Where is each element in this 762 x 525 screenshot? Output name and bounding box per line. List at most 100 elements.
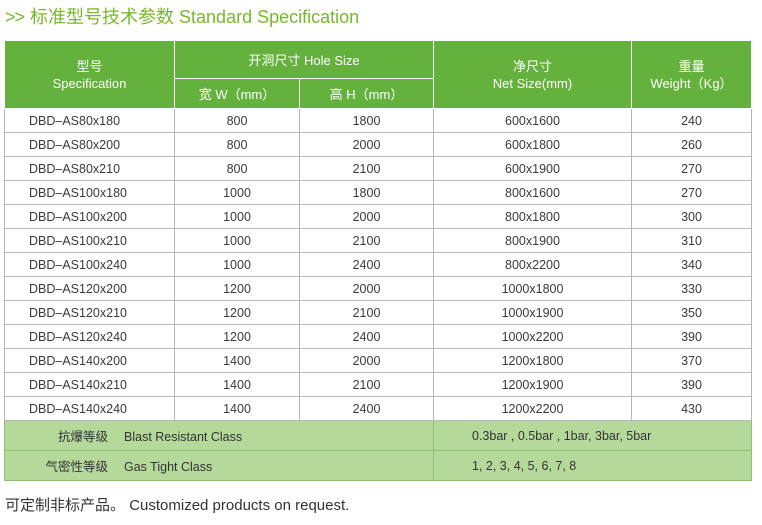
cell-width: 1200	[174, 276, 300, 301]
header-weight-en: Weight（Kg）	[650, 75, 733, 91]
cell-model: DBD–AS80x200	[4, 132, 175, 157]
cell-height: 2100	[299, 372, 434, 397]
cell-width: 1200	[174, 324, 300, 349]
header-net-cn: 净尺寸	[512, 58, 552, 74]
header-row-1: 型号 Specification 开洞尺寸 Hole Size 净尺寸 Net …	[4, 40, 752, 109]
cell-height: 2000	[299, 204, 434, 229]
header-net-size: 净尺寸 Net Size(mm)	[433, 40, 632, 109]
header-model-cn: 型号	[76, 58, 103, 74]
blast-class-label: 抗爆等级 Blast Resistant Class	[4, 420, 434, 451]
header-model: 型号 Specification	[4, 40, 175, 109]
custom-note-en: Customized products on request.	[129, 497, 350, 514]
gas-tight-class-label-en: Gas Tight Class	[124, 460, 213, 474]
table-row: DBD–AS140x200 1400 2000 1200x1800 370	[4, 348, 752, 373]
table-row: DBD–AS100x200 1000 2000 800x1800 300	[4, 204, 752, 229]
cell-height: 2100	[299, 300, 434, 325]
table-row: DBD–AS120x210 1200 2100 1000x1900 350	[4, 300, 752, 325]
cell-model: DBD–AS140x210	[4, 372, 175, 397]
cell-weight: 270	[631, 180, 752, 205]
cell-net-size: 600x1600	[433, 108, 632, 133]
header-row-2: 宽 W（mm） 高 H（mm）	[5, 78, 752, 109]
cell-height: 2400	[299, 252, 434, 277]
cell-net-size: 1000x1800	[433, 276, 632, 301]
cell-weight: 390	[631, 324, 752, 349]
page-title: >> 标准型号技术参数 Standard Specification	[5, 4, 359, 30]
cell-weight: 370	[631, 348, 752, 373]
header-model-en: Specification	[52, 75, 127, 91]
table-row: DBD–AS120x240 1200 2400 1000x2200 390	[4, 324, 752, 349]
cell-weight: 270	[631, 156, 752, 181]
cell-model: DBD–AS100x210	[4, 228, 175, 253]
cell-net-size: 800x2200	[433, 252, 632, 277]
cell-height: 2000	[299, 132, 434, 157]
cell-height: 2000	[299, 276, 434, 301]
cell-net-size: 1000x2200	[433, 324, 632, 349]
table-row: DBD–AS100x180 1000 1800 800x1600 270	[4, 180, 752, 205]
header-height: 高 H（mm）	[299, 78, 434, 109]
cell-model: DBD–AS140x240	[4, 396, 175, 421]
cell-weight: 350	[631, 300, 752, 325]
blast-class-value: 0.3bar , 0.5bar , 1bar, 3bar, 5bar	[433, 420, 752, 451]
title-arrows: >>	[5, 7, 25, 27]
table-row: DBD–AS80x210 800 2100 600x1900 270	[4, 156, 752, 181]
table-row: DBD–AS80x180 800 1800 600x1600 240	[4, 108, 752, 133]
cell-model: DBD–AS100x180	[4, 180, 175, 205]
header-width: 宽 W（mm）	[174, 78, 300, 109]
cell-model: DBD–AS120x210	[4, 300, 175, 325]
cell-weight: 260	[631, 132, 752, 157]
cell-model: DBD–AS140x200	[4, 348, 175, 373]
cell-height: 2100	[299, 228, 434, 253]
cell-model: DBD–AS80x180	[4, 108, 175, 133]
header-hole-size: 开洞尺寸 Hole Size	[174, 40, 434, 79]
cell-height: 1800	[299, 180, 434, 205]
cell-weight: 300	[631, 204, 752, 229]
cell-net-size: 600x1900	[433, 156, 632, 181]
header-weight: 重量 Weight（Kg）	[631, 40, 752, 109]
cell-width: 1200	[174, 300, 300, 325]
cell-height: 2100	[299, 156, 434, 181]
cell-net-size: 800x1600	[433, 180, 632, 205]
header-weight-cn: 重量	[678, 58, 705, 74]
cell-width: 1000	[174, 228, 300, 253]
cell-model: DBD–AS120x240	[4, 324, 175, 349]
cell-width: 800	[174, 108, 300, 133]
table-row: DBD–AS140x210 1400 2100 1200x1900 390	[4, 372, 752, 397]
cell-width: 800	[174, 156, 300, 181]
cell-model: DBD–AS100x200	[4, 204, 175, 229]
cell-width: 1000	[174, 204, 300, 229]
cell-weight: 430	[631, 396, 752, 421]
specification-table: 型号 Specification 开洞尺寸 Hole Size 净尺寸 Net …	[4, 40, 752, 481]
cell-width: 1400	[174, 372, 300, 397]
table-row: DBD–AS100x240 1000 2400 800x2200 340	[4, 252, 752, 277]
title-text: 标准型号技术参数 Standard Specification	[30, 7, 360, 27]
cell-width: 1400	[174, 348, 300, 373]
cell-height: 2000	[299, 348, 434, 373]
gas-tight-class-label-cn: 气密性等级	[45, 460, 108, 474]
gas-tight-class-value: 1, 2, 3, 4, 5, 6, 7, 8	[433, 450, 752, 481]
cell-width: 1000	[174, 252, 300, 277]
cell-net-size: 1000x1900	[433, 300, 632, 325]
cell-model: DBD–AS120x200	[4, 276, 175, 301]
cell-net-size: 1200x2200	[433, 396, 632, 421]
table-row: DBD–AS140x240 1400 2400 1200x2200 430	[4, 396, 752, 421]
blast-class-label-en: Blast Resistant Class	[124, 430, 243, 444]
header-net-en: Net Size(mm)	[492, 75, 573, 91]
cell-net-size: 1200x1900	[433, 372, 632, 397]
cell-net-size: 800x1800	[433, 204, 632, 229]
cell-net-size: 600x1800	[433, 132, 632, 157]
table-row: DBD–AS120x200 1200 2000 1000x1800 330	[4, 276, 752, 301]
cell-weight: 340	[631, 252, 752, 277]
cell-net-size: 800x1900	[433, 228, 632, 253]
blast-class-label-cn: 抗爆等级	[57, 430, 108, 444]
cell-net-size: 1200x1800	[433, 348, 632, 373]
table-row: DBD–AS100x210 1000 2100 800x1900 310	[4, 228, 752, 253]
cell-weight: 240	[631, 108, 752, 133]
custom-note: 可定制非标产品。 Customized products on request.	[5, 495, 349, 517]
table-row: DBD–AS80x200 800 2000 600x1800 260	[4, 132, 752, 157]
cell-weight: 330	[631, 276, 752, 301]
custom-note-cn: 可定制非标产品。	[5, 497, 126, 514]
cell-height: 2400	[299, 324, 434, 349]
cell-width: 800	[174, 132, 300, 157]
cell-weight: 310	[631, 228, 752, 253]
gas-tight-class-label: 气密性等级 Gas Tight Class	[4, 450, 434, 481]
